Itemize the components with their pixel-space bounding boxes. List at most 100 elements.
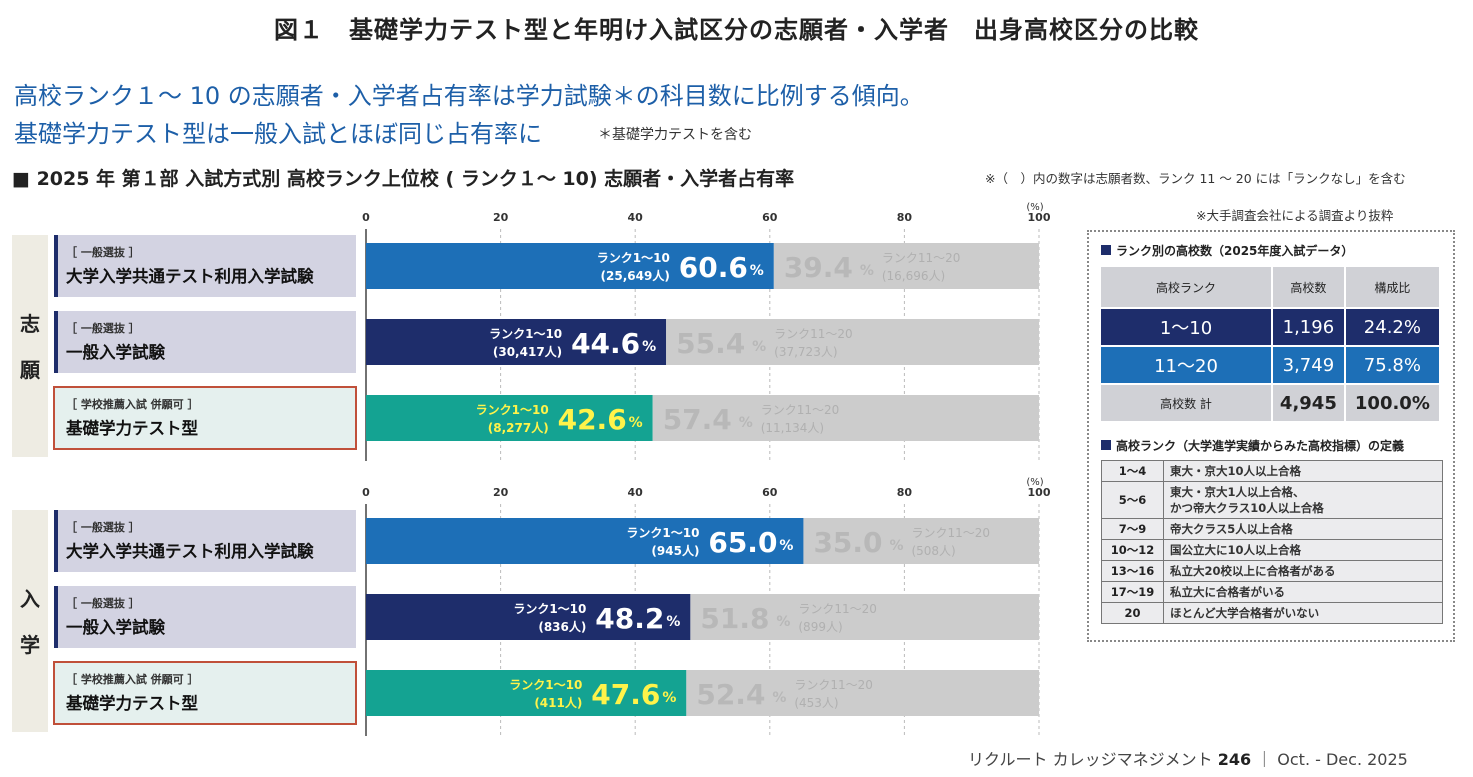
definition-table-title: 高校ランク（大学進学実績からみた高校指標）の定義 (1101, 437, 1441, 454)
category-accent (54, 235, 58, 297)
axis-tick-label: 20 (493, 486, 509, 499)
table-row: 17～19 私立大に合格者がいる (1101, 581, 1443, 603)
lead-footnote: ＊基礎学力テストを含む (598, 127, 752, 143)
category-tag: ［ 一般選抜 ］ (66, 245, 140, 259)
data-label-rank11-20: 52.4 (696, 678, 765, 711)
series-label-rank1-10: ランク1～10 (597, 251, 670, 265)
data-label-rank1-10: 47.6 (591, 678, 660, 711)
count-label-rank1-10: (30,417人) (493, 344, 562, 359)
definition-table-title-text: 高校ランク（大学進学実績からみた高校指標）の定義 (1116, 439, 1405, 453)
table-cell: 24.2% (1345, 309, 1439, 345)
bar-rank11-20 (666, 319, 1039, 365)
table-row: 1～10 1,196 24.2% (1101, 309, 1439, 345)
axis-tick-label: 40 (628, 486, 644, 499)
series-label-rank11-20: ランク11～20 (911, 526, 990, 540)
count-label-rank1-10: (25,649人) (601, 268, 670, 283)
footer-date: ｜ Oct. - Dec. 2025 (1256, 750, 1408, 769)
source-note: ※大手調査会社による調査より抜粋 (1196, 208, 1394, 223)
group-label-bg (12, 235, 48, 457)
percent-sign: % (776, 614, 790, 630)
table-row: 13～16 私立大20校以上に合格者がある (1101, 560, 1443, 582)
footer-text: リクルート カレッジマネジメント (968, 750, 1213, 769)
count-label-rank11-20: (37,723人) (774, 345, 837, 359)
table-row: 5～6 東大・京大1人以上合格、 かつ帝大クラス10人以上合格 (1101, 481, 1443, 519)
footer: リクルート カレッジマネジメント 246 ｜ Oct. - Dec. 2025 (968, 746, 1408, 770)
percent-sign: % (779, 538, 793, 554)
data-label-rank1-10: 60.6 (679, 251, 748, 284)
category-label: 大学入学共通テスト利用入学試験 (66, 541, 314, 561)
axis-tick-label: 40 (628, 211, 644, 224)
category-label-box (54, 311, 356, 373)
table-cell: 私立大20校以上に合格者がある (1163, 560, 1443, 582)
square-bullet-icon (1101, 245, 1111, 255)
table-cell: 10～12 (1101, 539, 1164, 561)
series-label-rank1-10: ランク1～10 (509, 678, 582, 692)
series-label-rank1-10: ランク1～10 (489, 327, 562, 341)
percent-sign: % (666, 614, 680, 630)
data-label-rank1-10: 65.0 (708, 526, 777, 559)
table-cell: 私立大に合格者がいる (1163, 581, 1443, 603)
category-label-box (54, 586, 356, 648)
category-label: 一般入学試験 (66, 617, 166, 637)
table-cell: 75.8% (1345, 347, 1439, 383)
table-row: 7～9 帝大クラス5人以上合格 (1101, 518, 1443, 540)
rank-table-title-text: ランク別の高校数（2025年度入試データ） (1116, 244, 1354, 258)
table-row: 20 ほとんど大学合格者がいない (1101, 602, 1443, 624)
group-label: 入 (20, 587, 40, 611)
category-label: 基礎学力テスト型 (66, 693, 199, 713)
count-label-rank1-10: (8,277人) (488, 420, 549, 435)
table-cell: ほとんど大学合格者がいない (1163, 602, 1443, 624)
category-accent (54, 311, 58, 373)
axis-tick-label: 60 (762, 211, 778, 224)
percent-sign: % (739, 415, 753, 431)
series-label-rank11-20: ランク11～20 (761, 403, 840, 417)
bar-rank11-20 (652, 395, 1039, 441)
axis-tick-label: 60 (762, 486, 778, 499)
group-label: 願 (20, 358, 41, 382)
data-label-rank11-20: 35.0 (813, 526, 882, 559)
data-label-rank11-20: 57.4 (663, 403, 732, 436)
count-label-rank1-10: (836人) (538, 619, 586, 634)
axis-tick-label: 80 (897, 211, 913, 224)
table-header-row: 高校ランク 高校数 構成比 (1101, 267, 1439, 307)
category-label: 基礎学力テスト型 (66, 418, 199, 438)
series-label-rank11-20: ランク11～20 (794, 678, 873, 692)
axis-unit-label: (%) (1026, 202, 1043, 213)
axis-tick-label: 100 (1028, 486, 1051, 499)
footer-issue: 246 (1217, 750, 1252, 769)
count-label-rank11-20: (508人) (911, 544, 955, 558)
axis-unit-label: (%) (1026, 477, 1043, 488)
group-label: 志 (20, 312, 40, 336)
axis-tick-label: 0 (362, 211, 370, 224)
data-label-rank1-10: 48.2 (595, 602, 664, 635)
bar-rank1-10 (366, 594, 691, 640)
percent-sign: % (750, 263, 764, 279)
bar-rank11-20 (773, 243, 1039, 289)
data-label-rank11-20: 55.4 (676, 327, 745, 360)
table-cell: 13～16 (1101, 560, 1164, 582)
table-cell: 4,945 (1273, 385, 1344, 421)
chart-heading: ■ 2025 年 第１部 入試方式別 高校ランク上位校 ( ランク１～ 10) … (12, 168, 795, 190)
axis-tick-label: 100 (1028, 211, 1051, 224)
count-label-rank11-20: (453人) (794, 696, 838, 710)
series-label-rank1-10: ランク1～10 (476, 403, 549, 417)
table-cell: 東大・京大10人以上合格 (1163, 460, 1443, 482)
percent-sign: % (662, 690, 676, 706)
table-row: 1～4 東大・京大10人以上合格 (1101, 460, 1443, 482)
table-cell: 17～19 (1101, 581, 1164, 603)
bar-rank1-10 (366, 243, 774, 289)
percent-sign: % (772, 690, 786, 706)
table-cell: 1～10 (1101, 309, 1271, 345)
category-label-box (53, 661, 357, 725)
count-label-rank11-20: (16,696人) (882, 269, 945, 283)
category-label-box (54, 235, 356, 297)
side-panel: ランク別の高校数（2025年度入試データ） 高校ランク 高校数 構成比 1～10… (1087, 230, 1455, 642)
series-label-rank11-20: ランク11～20 (774, 327, 853, 341)
table-cell: 高校数 計 (1101, 385, 1271, 421)
table-cell: 11～20 (1101, 347, 1271, 383)
table-cell: 帝大クラス5人以上合格 (1163, 518, 1443, 540)
count-label-rank11-20: (11,134人) (761, 421, 824, 435)
lead-line-2: 基礎学力テスト型は一般入試とほぼ同じ占有率に (14, 120, 542, 148)
table-row: 高校数 計 4,945 100.0% (1101, 385, 1439, 421)
category-accent (54, 510, 58, 572)
